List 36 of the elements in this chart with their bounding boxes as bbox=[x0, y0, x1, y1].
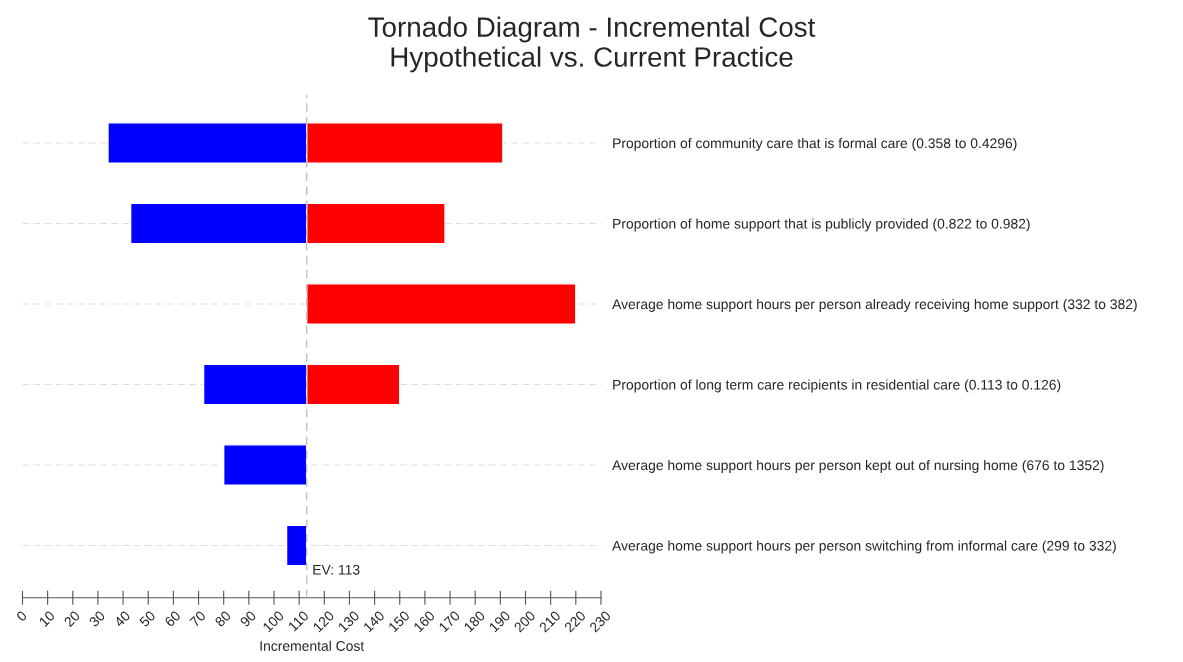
x-tick-label: 0 bbox=[15, 610, 28, 622]
y-tick-label: Average home support hours per person already receiving home support (332 to 382) bbox=[612, 298, 1137, 312]
x-tick-label: 120 bbox=[312, 610, 335, 633]
x-tick-label: 70 bbox=[189, 610, 207, 628]
bar bbox=[305, 283, 577, 325]
y-tick-label: Average home support hours per person switching from informal care (299 to 332) bbox=[612, 540, 1116, 554]
x-tick-label: 100 bbox=[262, 610, 285, 633]
bar bbox=[285, 524, 308, 567]
x-tick-label: 160 bbox=[413, 610, 436, 633]
x-tick-label: 60 bbox=[164, 610, 182, 628]
ref-line-label: EV: 113 bbox=[313, 564, 360, 575]
y-tick-label: Proportion of community care that is formal care (0.358 to 0.4296) bbox=[613, 137, 1017, 151]
x-tick-label: 110 bbox=[287, 610, 310, 632]
x-tick-label: 10 bbox=[38, 610, 56, 627]
chart-title: Tornado Diagram - Incremental Cost Hypothetical vs. Current Practice bbox=[368, 16, 816, 73]
x-tick-label: 200 bbox=[513, 610, 536, 633]
x-tick-label: 90 bbox=[239, 610, 257, 628]
x-tick-label: 150 bbox=[387, 610, 411, 633]
bar bbox=[222, 444, 308, 486]
x-tick-label: 50 bbox=[138, 610, 156, 628]
x-tick-label: 80 bbox=[214, 610, 232, 628]
x-tick-label: 40 bbox=[113, 610, 131, 628]
x-tick-label: 230 bbox=[588, 610, 612, 633]
x-tick-label: 220 bbox=[563, 610, 587, 633]
x-tick-label: 190 bbox=[488, 610, 511, 633]
x-tick-label: 180 bbox=[463, 610, 486, 633]
x-tick-label: 130 bbox=[337, 610, 360, 633]
x-tick-label: 170 bbox=[438, 610, 461, 633]
x-tick-label: 30 bbox=[88, 610, 106, 628]
y-tick-label: Average home support hours per person kept out of nursing home (676 to 1352) bbox=[612, 459, 1104, 473]
x-tick-label: 20 bbox=[63, 610, 81, 628]
x-axis-title: Incremental Cost bbox=[260, 640, 365, 651]
y-tick-label: Proportion of long term care recipients in residential care (0.113 to 0.126) bbox=[613, 379, 1061, 393]
x-tick-label: 140 bbox=[362, 610, 386, 633]
x-tick-label: 210 bbox=[538, 610, 562, 633]
y-tick-label: Proportion of home support that is publicly provided (0.822 to 0.982) bbox=[613, 218, 1030, 232]
